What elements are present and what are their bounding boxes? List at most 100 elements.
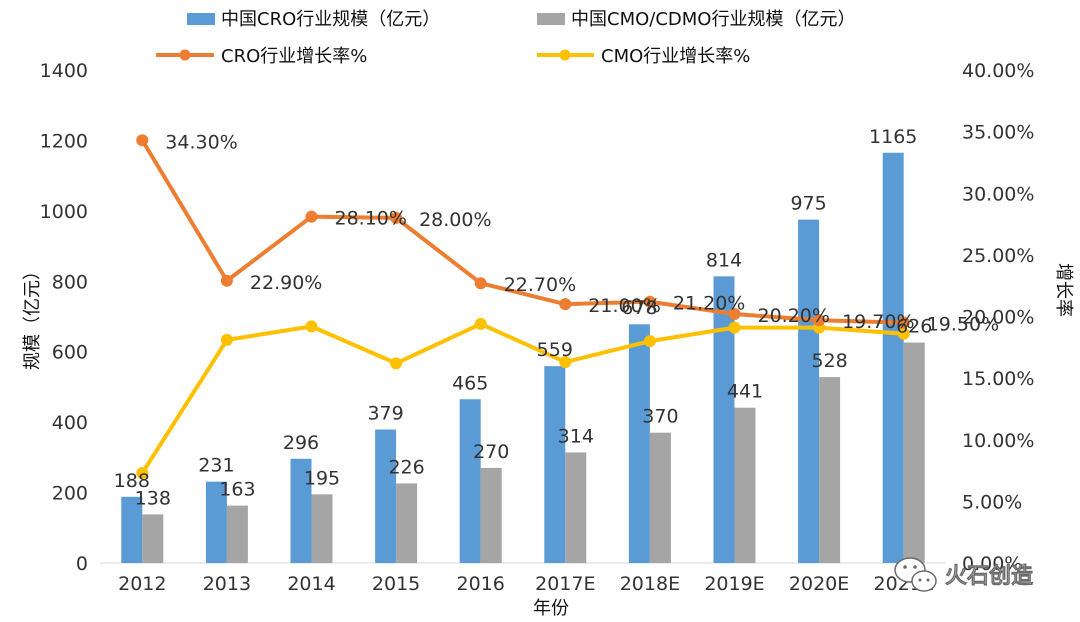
bar-cmo-size	[819, 377, 841, 563]
x-tick-label: 2016	[457, 573, 505, 595]
legend-label-cmo-size: 中国CMO/CDMO行业规模（亿元）	[571, 9, 855, 30]
line-cro-growth	[140, 139, 904, 325]
point-cmo-growth	[643, 335, 656, 348]
bar-cro-size	[544, 366, 566, 563]
data-label-cmo-size: 226	[388, 456, 424, 478]
y-axis-ticks: 0 200 400 600 800 1000 1200 1400	[40, 60, 88, 575]
x-tick-label: 2015	[372, 573, 420, 595]
data-label-cmo-size: 314	[558, 425, 594, 447]
bar-cmo-size	[311, 494, 333, 563]
data-label-cro-growth: 28.10%	[335, 208, 407, 230]
data-label-cro-growth: 22.90%	[250, 272, 322, 294]
bar-cmo-size	[480, 467, 502, 563]
bar-cmo-size	[226, 505, 248, 563]
bar-cro-size	[121, 496, 143, 563]
data-label-cro-growth: 22.70%	[504, 274, 576, 296]
data-label-cro-size: 465	[452, 372, 488, 394]
point-cro-growth	[220, 274, 233, 287]
x-tick-label: 2017E	[535, 573, 595, 595]
data-label-cmo-size: 370	[642, 406, 678, 428]
y2-axis-ticks: 0.00% 5.00% 10.00% 15.00% 20.00% 25.00% 30.00%…	[962, 60, 1034, 575]
bar-cro-size	[628, 324, 650, 563]
data-label-cmo-size: 270	[473, 441, 509, 463]
data-labels: 188 231 296 379 465 559 678 814 975 1165 138 163 195…	[114, 126, 999, 510]
legend-marker-cro-growth	[179, 49, 191, 61]
bar-cro-size	[205, 481, 227, 563]
bar-cmo-size	[903, 342, 925, 563]
point-cro-growth	[897, 316, 910, 329]
y2-tick-label: 10.00%	[962, 430, 1034, 452]
point-cro-growth	[559, 298, 572, 311]
point-cmo-growth	[474, 317, 487, 330]
bar-cmo-size	[565, 452, 587, 563]
point-cmo-growth	[559, 356, 572, 369]
data-label-cro-size: 296	[283, 432, 319, 454]
legend-swatch-cro-size	[187, 13, 215, 25]
y2-tick-label: 35.00%	[962, 122, 1034, 144]
bar-cro-size	[290, 458, 312, 563]
point-cro-growth	[474, 277, 487, 290]
legend-swatch-cmo-size	[537, 13, 565, 25]
bars	[121, 152, 925, 564]
legend: 中国CRO行业规模（亿元） 中国CMO/CDMO行业规模（亿元） CRO行业增长…	[156, 9, 855, 67]
point-cro-growth	[643, 295, 656, 308]
point-cmo-growth	[305, 320, 318, 333]
bar-cmo-size	[734, 407, 756, 563]
data-label-cro-growth: 34.30%	[165, 131, 237, 153]
point-cro-growth	[390, 211, 403, 224]
point-cmo-growth	[220, 333, 233, 346]
data-label-cro-size: 559	[537, 339, 573, 361]
data-label-cmo-size: 163	[219, 479, 255, 501]
x-axis-ticks: 2012 2013 2014 2015 2016 2017E 2018E 2019E 2020E…	[118, 573, 934, 595]
bar-cmo-size	[142, 514, 164, 563]
point-cro-growth	[813, 314, 826, 327]
legend-label-cro-size: 中国CRO行业规模（亿元）	[221, 9, 440, 30]
data-label-cro-size: 231	[198, 455, 234, 477]
bar-cro-size	[798, 219, 820, 564]
data-label-cmo-size: 528	[811, 350, 847, 372]
data-label-cro-growth: 21.20%	[673, 293, 745, 315]
y2-tick-label: 40.00%	[962, 60, 1034, 82]
data-label-cmo-size: 441	[727, 381, 763, 403]
bar-cro-size	[459, 399, 481, 563]
y2-tick-label: 0.00%	[962, 553, 1022, 575]
x-tick-label: 2012	[118, 573, 166, 595]
y2-axis-title: 增长率	[1053, 263, 1074, 317]
lines	[136, 134, 910, 480]
y2-tick-label: 20.00%	[962, 307, 1034, 329]
wechat-icon	[894, 557, 937, 592]
point-cmo-growth	[897, 327, 910, 340]
watermark: 火石创造	[894, 557, 1033, 592]
bar-cro-size	[882, 152, 904, 563]
legend-label-cro-growth: CRO行业增长率%	[221, 46, 367, 67]
y2-tick-label: 15.00%	[962, 368, 1034, 390]
point-cmo-growth	[136, 467, 149, 480]
point-cmo-growth	[390, 357, 403, 370]
x-axis-title: 年份	[533, 598, 569, 619]
point-cro-growth	[136, 134, 149, 147]
data-label-cro-size: 975	[790, 193, 826, 215]
watermark-text: 火石创造	[945, 564, 1033, 589]
data-label-cro-size: 188	[114, 470, 150, 492]
bar-cmo-size	[649, 432, 671, 563]
bar-cro-size	[713, 276, 735, 563]
data-label-cmo-size: 195	[304, 467, 340, 489]
x-tick-label: 2019E	[704, 573, 764, 595]
data-label-cro-size: 678	[621, 297, 657, 319]
data-label-cro-growth: 21.00%	[588, 295, 660, 317]
data-label-cro-size: 1165	[869, 126, 917, 148]
data-label-cro-growth: 20.20%	[758, 305, 830, 327]
x-tick-label: 2013	[203, 573, 251, 595]
point-cro-growth	[728, 308, 741, 321]
y-tick-label: 1000	[40, 201, 88, 223]
data-label-cro-size: 379	[367, 403, 403, 425]
x-tick-label: 2018E	[620, 573, 680, 595]
y-tick-label: 600	[52, 342, 88, 364]
y2-tick-label: 25.00%	[962, 245, 1034, 267]
y-tick-label: 1200	[40, 130, 88, 152]
y2-tick-label: 30.00%	[962, 183, 1034, 205]
bar-cmo-size	[396, 483, 418, 563]
y-tick-label: 800	[52, 271, 88, 293]
data-label-cro-growth: 19.70%	[842, 311, 914, 333]
